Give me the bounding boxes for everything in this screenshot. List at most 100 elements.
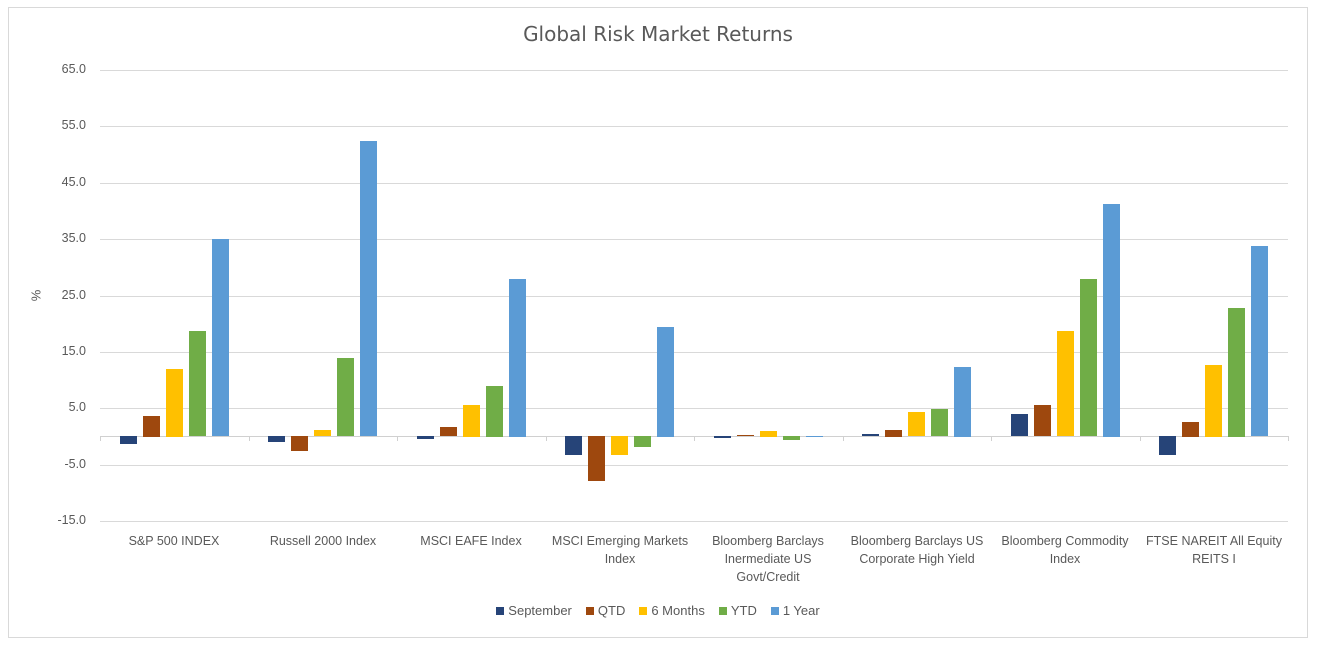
- bar-ytd: [189, 331, 206, 436]
- y-tick-label: 35.0: [61, 231, 86, 245]
- bar-6-months: [908, 412, 925, 436]
- bar-ytd: [1080, 279, 1097, 436]
- bar-6-months: [611, 436, 628, 455]
- bar-1-year: [954, 367, 971, 437]
- bar-qtd: [143, 416, 160, 437]
- bar-1-year: [212, 239, 229, 436]
- bar-qtd: [440, 427, 457, 436]
- bar-ytd: [337, 358, 354, 436]
- bar-september: [565, 436, 582, 455]
- bar-6-months: [166, 369, 183, 437]
- category-label-line: MSCI EAFE Index: [420, 534, 522, 548]
- y-tick-label: 5.0: [68, 400, 86, 414]
- legend-swatch-icon: [585, 606, 594, 615]
- y-tick-label: 55.0: [61, 118, 86, 132]
- category-label: Russell 2000 Index: [248, 532, 398, 550]
- x-axis-tick: [694, 436, 695, 441]
- category-label-line: REITS I: [1192, 552, 1236, 566]
- bar-september: [268, 436, 285, 442]
- legend-label: September: [508, 603, 572, 618]
- x-axis-tick: [1288, 436, 1289, 441]
- bar-1-year: [1103, 204, 1120, 437]
- x-axis-tick: [100, 436, 101, 441]
- x-axis-tick: [843, 436, 844, 441]
- bar-6-months: [1057, 331, 1074, 436]
- bar-qtd: [1034, 405, 1051, 436]
- y-tick-label: 25.0: [61, 288, 86, 302]
- bar-6-months: [463, 405, 480, 437]
- category-label: MSCI Emerging Markets Index: [545, 532, 695, 568]
- legend-swatch-icon: [639, 606, 648, 615]
- category-label-line: Inermediate US: [724, 552, 812, 566]
- gridline: [100, 521, 1288, 522]
- legend-item: YTD: [718, 603, 757, 618]
- category-label: Bloomberg Barclays US Corporate High Yiel…: [842, 532, 992, 568]
- category-label-line: Corporate High Yield: [859, 552, 975, 566]
- gridline: [100, 126, 1288, 127]
- y-tick-label: 15.0: [61, 344, 86, 358]
- y-tick-label: -5.0: [64, 457, 86, 471]
- legend-item: September: [496, 603, 572, 618]
- category-label-line: Index: [604, 552, 636, 566]
- bar-1-year: [1251, 246, 1268, 436]
- category-label-line: Index: [1049, 552, 1081, 566]
- gridline: [100, 465, 1288, 466]
- legend-item: 1 Year: [770, 603, 820, 618]
- y-tick-label: 65.0: [61, 62, 86, 76]
- bar-september: [1011, 414, 1028, 436]
- legend-label: YTD: [730, 603, 757, 618]
- gridline: [100, 408, 1288, 409]
- gridline: [100, 183, 1288, 184]
- bar-qtd: [291, 436, 308, 451]
- chart-title: Global Risk Market Returns: [523, 22, 793, 46]
- gridline: [100, 70, 1288, 71]
- category-label-line: S&P 500 INDEX: [128, 534, 220, 548]
- x-axis-tick: [249, 436, 250, 441]
- category-label-line: Bloomberg Commodity: [1001, 534, 1129, 548]
- bar-ytd: [1228, 308, 1245, 437]
- legend-swatch-icon: [770, 606, 779, 615]
- legend-label: 1 Year: [782, 603, 820, 618]
- y-tick-label: 45.0: [61, 175, 86, 189]
- gridline: [100, 296, 1288, 297]
- legend-swatch-icon: [718, 606, 727, 615]
- x-axis-tick: [991, 436, 992, 441]
- bar-1-year: [657, 327, 674, 437]
- category-label: S&P 500 INDEX: [99, 532, 249, 550]
- bar-ytd: [486, 386, 503, 437]
- bar-6-months: [760, 431, 777, 437]
- category-label: FTSE NAREIT All Equity REITS I: [1139, 532, 1289, 568]
- category-label: MSCI EAFE Index: [396, 532, 546, 550]
- bar-ytd: [931, 409, 948, 436]
- bar-1-year: [509, 279, 526, 437]
- bar-qtd: [1182, 422, 1199, 437]
- category-label: Bloomberg Commodity Index: [990, 532, 1140, 568]
- category-label-line: Bloomberg Barclays: [712, 534, 824, 548]
- bar-qtd: [885, 430, 902, 437]
- category-label: Bloomberg Barclays Inermediate US Govt/Cre…: [693, 532, 843, 586]
- legend: September QTD 6 Months YTD 1 Year: [0, 603, 1316, 618]
- bar-september: [120, 436, 137, 444]
- legend-label: 6 Months: [651, 603, 705, 618]
- bar-september: [1159, 436, 1176, 455]
- gridline: [100, 352, 1288, 353]
- gridline: [100, 239, 1288, 240]
- bar-september: [417, 436, 434, 439]
- bar-qtd: [737, 435, 754, 436]
- category-label-line: FTSE NAREIT All Equity: [1146, 534, 1282, 548]
- category-label-line: MSCI Emerging Markets: [551, 534, 689, 548]
- bar-september: [862, 434, 879, 436]
- bar-6-months: [314, 430, 331, 436]
- bar-1-year: [360, 141, 377, 436]
- y-tick-label: -15.0: [57, 513, 87, 527]
- legend-label: QTD: [597, 603, 626, 618]
- bar-qtd: [588, 436, 605, 481]
- category-label-line: Russell 2000 Index: [269, 534, 377, 548]
- legend-swatch-icon: [496, 606, 505, 615]
- bar-ytd: [634, 436, 651, 447]
- bar-september: [714, 436, 731, 438]
- bar-6-months: [1205, 365, 1222, 437]
- legend-item: QTD: [585, 603, 626, 618]
- bar-ytd: [783, 436, 800, 440]
